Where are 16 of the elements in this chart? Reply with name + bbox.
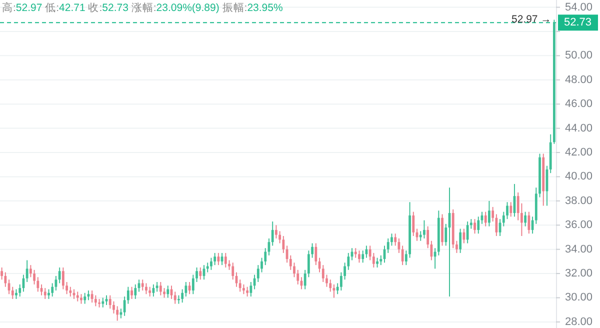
y-tick-label: 28.00 [565,316,593,328]
y-tick-label: 50.00 [565,50,593,62]
y-tick-label: 48.00 [565,74,593,86]
y-tick-label: 32.00 [565,268,593,280]
y-tick-label: 46.00 [565,98,593,110]
y-tick-label: 42.00 [565,146,593,158]
y-tick-label: 30.00 [565,292,593,304]
y-tick-label: 38.00 [565,194,593,207]
y-tick-label: 40.00 [565,170,593,183]
y-tick-label: 36.00 [565,219,593,232]
ref-line-label: 52.73 [564,16,592,29]
y-tick-label: 44.00 [565,122,593,134]
y-tick-label: 54.00 [565,1,593,14]
text: 高:52.97 低:42.71 收:52.73 涨幅:23.09%(9.89) 振幅:23.95% [2,2,283,14]
y-tick-label: 34.00 [565,243,593,256]
annotation: 52.97 → [511,14,552,26]
